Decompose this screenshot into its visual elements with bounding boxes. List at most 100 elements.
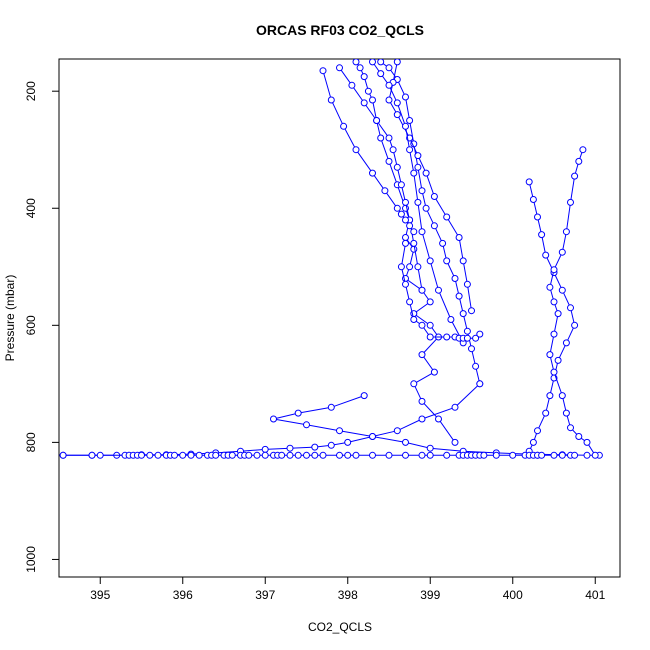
data-point bbox=[463, 334, 471, 342]
data-point bbox=[468, 307, 475, 315]
data-point bbox=[529, 196, 537, 203]
data-point bbox=[253, 451, 261, 459]
data-point bbox=[468, 345, 475, 353]
data-point bbox=[385, 134, 393, 142]
y-axis: 200 400 600 800 1000 bbox=[24, 81, 60, 573]
data-point bbox=[418, 228, 426, 236]
data-point bbox=[542, 409, 550, 417]
data-point bbox=[245, 451, 253, 459]
data-point bbox=[418, 451, 426, 459]
data-point bbox=[377, 70, 385, 78]
data-point bbox=[492, 451, 500, 459]
data-point bbox=[550, 298, 558, 306]
data-point bbox=[336, 64, 343, 72]
data-point bbox=[546, 392, 554, 400]
data-point bbox=[261, 445, 269, 453]
data-point bbox=[451, 275, 459, 282]
data-point bbox=[455, 292, 463, 300]
data-point bbox=[410, 228, 418, 236]
data-point bbox=[402, 122, 409, 130]
data-point bbox=[352, 59, 360, 66]
data-point bbox=[278, 451, 286, 459]
series-line bbox=[355, 61, 456, 443]
data-point bbox=[327, 403, 335, 411]
data-point bbox=[369, 451, 376, 459]
data-point bbox=[356, 64, 364, 72]
data-point bbox=[538, 231, 546, 239]
data-point bbox=[410, 245, 418, 253]
data-point bbox=[397, 210, 405, 218]
data-point bbox=[459, 257, 467, 265]
data-point bbox=[352, 146, 360, 154]
data-point bbox=[426, 298, 434, 306]
data-point bbox=[311, 451, 319, 459]
data-point bbox=[406, 117, 414, 124]
data-point bbox=[550, 368, 558, 376]
data-point bbox=[369, 59, 376, 66]
x-tick-label: 400 bbox=[503, 588, 523, 602]
data-point bbox=[286, 444, 294, 452]
data-point bbox=[435, 415, 442, 423]
data-point bbox=[426, 451, 434, 459]
data-point bbox=[546, 283, 554, 291]
chart-title: ORCAS RF03 CO2_QCLS bbox=[256, 22, 424, 38]
data-point bbox=[443, 213, 451, 221]
data-point bbox=[377, 134, 385, 142]
data-point bbox=[154, 451, 162, 459]
data-point bbox=[195, 451, 203, 459]
data-point bbox=[455, 234, 463, 241]
data-point bbox=[88, 451, 96, 459]
data-point bbox=[430, 193, 438, 200]
data-point bbox=[402, 451, 409, 459]
data-point bbox=[426, 321, 434, 329]
data-point bbox=[261, 451, 269, 459]
data-point bbox=[96, 451, 104, 459]
data-point bbox=[583, 438, 591, 446]
data-point bbox=[303, 451, 310, 459]
data-point bbox=[571, 321, 579, 329]
data-point bbox=[385, 157, 393, 165]
data-point bbox=[402, 280, 409, 288]
data-point bbox=[418, 286, 426, 294]
data-point bbox=[451, 438, 459, 446]
data-point bbox=[385, 96, 393, 104]
data-point bbox=[525, 178, 533, 186]
data-point bbox=[212, 451, 220, 459]
data-point bbox=[402, 234, 409, 241]
x-tick-label: 397 bbox=[255, 588, 275, 602]
data-point bbox=[385, 451, 393, 459]
data-point bbox=[418, 397, 426, 405]
data-point bbox=[435, 286, 442, 294]
x-tick-label: 398 bbox=[338, 588, 358, 602]
data-point bbox=[422, 169, 430, 177]
data-point bbox=[369, 433, 376, 440]
data-point bbox=[402, 239, 409, 247]
plot-area bbox=[59, 59, 603, 459]
data-point bbox=[402, 198, 409, 206]
data-point bbox=[414, 163, 422, 171]
data-point bbox=[443, 451, 451, 459]
data-point bbox=[476, 330, 484, 338]
data-point bbox=[571, 172, 579, 180]
data-point bbox=[426, 257, 434, 265]
data-point bbox=[463, 280, 471, 288]
data-point bbox=[393, 99, 401, 107]
data-point bbox=[426, 444, 434, 452]
data-point bbox=[406, 222, 414, 230]
x-tick-label: 399 bbox=[420, 588, 440, 602]
data-point bbox=[369, 169, 376, 177]
data-point bbox=[418, 321, 426, 329]
data-point bbox=[373, 117, 381, 124]
data-point bbox=[319, 451, 327, 459]
data-point bbox=[414, 198, 422, 206]
data-point bbox=[336, 451, 343, 459]
data-point bbox=[509, 451, 517, 459]
data-point bbox=[171, 451, 178, 459]
data-point bbox=[397, 263, 405, 271]
data-point bbox=[397, 181, 405, 189]
y-tick-label: 200 bbox=[24, 81, 38, 101]
data-point bbox=[554, 356, 562, 364]
data-point bbox=[294, 409, 302, 417]
data-point bbox=[534, 427, 541, 435]
